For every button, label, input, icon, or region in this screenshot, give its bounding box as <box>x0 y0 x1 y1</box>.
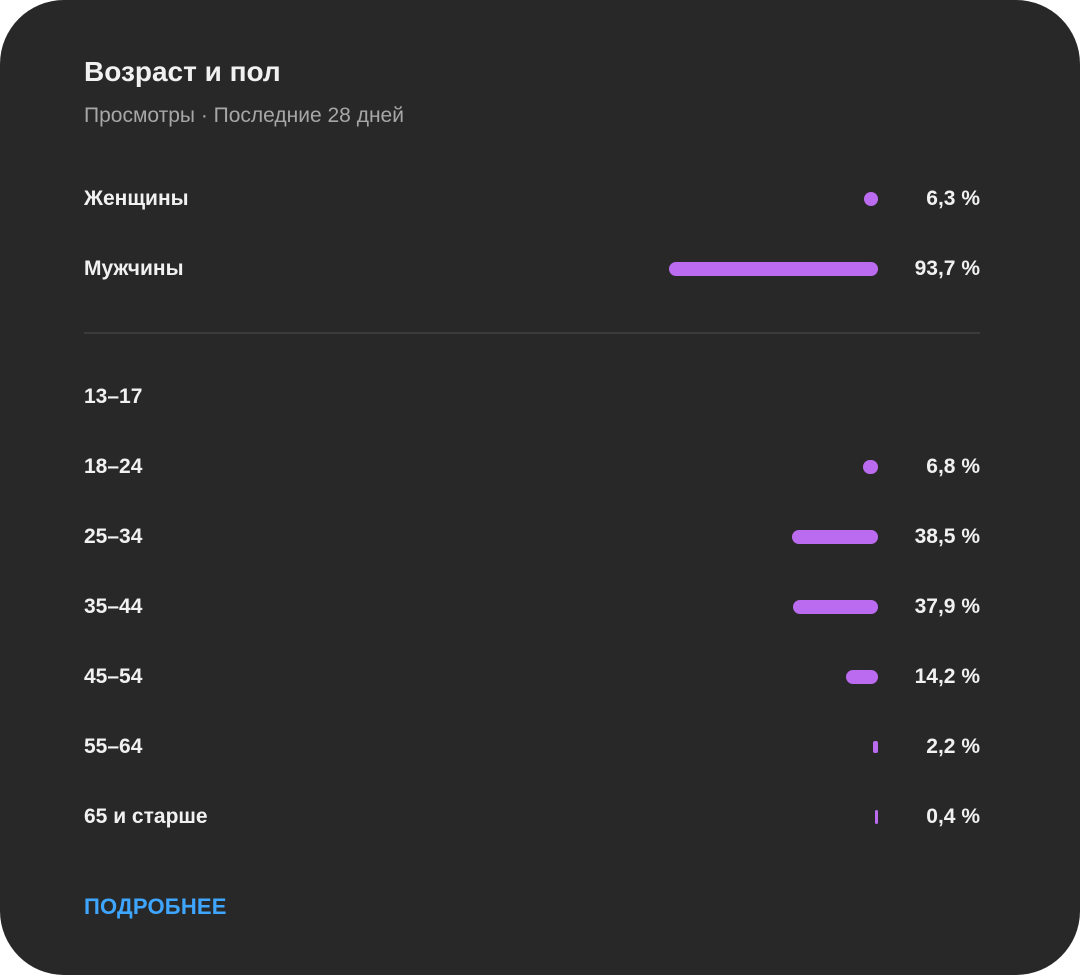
card-subtitle: Просмотры · Последние 28 дней <box>84 104 404 127</box>
more-details-link[interactable]: ПОДРОБНЕЕ <box>84 894 227 919</box>
row-label: 18–24 <box>84 455 143 478</box>
chart-row: 18–24 6,8 % <box>84 447 980 487</box>
row-value: 93,7 % <box>914 257 980 280</box>
row-value: 37,9 % <box>914 595 980 618</box>
chart-row: Мужчины 93,7 % <box>84 249 980 289</box>
row-value: 38,5 % <box>914 525 980 548</box>
row-label: 35–44 <box>84 595 143 618</box>
row-bar <box>846 670 878 684</box>
row-bar <box>669 262 878 276</box>
row-label: 65 и старше <box>84 805 208 828</box>
row-bar <box>863 192 878 206</box>
row-label: Мужчины <box>84 257 184 280</box>
row-label: 45–54 <box>84 665 143 688</box>
section-divider <box>84 332 980 334</box>
chart-row: Женщины 6,3 % <box>84 179 980 219</box>
row-label: 55–64 <box>84 735 143 758</box>
row-value: 14,2 % <box>914 665 980 688</box>
row-value: 6,3 % <box>926 187 980 210</box>
chart-row: 35–44 37,9 % <box>84 587 980 627</box>
chart-row: 45–54 14,2 % <box>84 657 980 697</box>
row-label: 13–17 <box>84 385 143 408</box>
row-value: 2,2 % <box>926 735 980 758</box>
row-value: 0,4 % <box>926 805 980 828</box>
row-bar <box>862 460 878 474</box>
chart-row: 25–34 38,5 % <box>84 517 980 557</box>
chart-row: 65 и старше 0,4 % <box>84 797 980 837</box>
row-bar <box>875 810 878 824</box>
row-label: 25–34 <box>84 525 143 548</box>
chart-row: 13–17 <box>84 377 980 417</box>
row-bar <box>793 600 878 614</box>
row-bar <box>873 741 878 753</box>
row-bar <box>792 530 878 544</box>
row-label: Женщины <box>84 187 189 210</box>
row-value: 6,8 % <box>926 455 980 478</box>
chart-row: 55–64 2,2 % <box>84 727 980 767</box>
card-title: Возраст и пол <box>84 56 281 87</box>
